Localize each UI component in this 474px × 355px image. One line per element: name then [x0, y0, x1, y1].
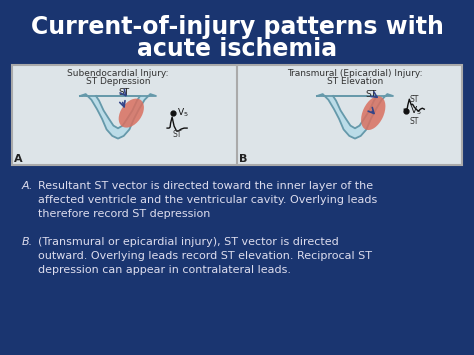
Text: ST: ST [410, 95, 419, 104]
Text: ST: ST [118, 88, 129, 97]
Text: (Transmural or epicardial injury), ST vector is directed
outward. Overlying lead: (Transmural or epicardial injury), ST ve… [38, 237, 372, 275]
Polygon shape [317, 94, 393, 138]
Ellipse shape [361, 96, 385, 130]
Text: acute ischemia: acute ischemia [137, 37, 337, 61]
Text: Subendocardial Injury:: Subendocardial Injury: [67, 69, 169, 77]
Text: B: B [239, 154, 247, 164]
Text: ST: ST [410, 117, 419, 126]
Text: ST Depression: ST Depression [86, 76, 150, 86]
Text: Resultant ST vector is directed toward the inner layer of the
affected ventricle: Resultant ST vector is directed toward t… [38, 181, 377, 219]
Text: V$_5$: V$_5$ [177, 107, 189, 119]
Ellipse shape [118, 99, 144, 128]
FancyBboxPatch shape [12, 65, 462, 165]
Text: ST: ST [365, 89, 376, 99]
Text: B.: B. [22, 237, 33, 247]
Text: V$_5$: V$_5$ [410, 105, 422, 118]
Text: A: A [14, 154, 22, 164]
Text: ST: ST [173, 130, 182, 138]
Text: Transmural (Epicardial) Injury:: Transmural (Epicardial) Injury: [287, 69, 423, 77]
Text: Current-of-injury patterns with: Current-of-injury patterns with [30, 15, 444, 39]
Text: A.: A. [22, 181, 33, 191]
Polygon shape [80, 94, 156, 138]
Text: ST Elevation: ST Elevation [327, 76, 383, 86]
